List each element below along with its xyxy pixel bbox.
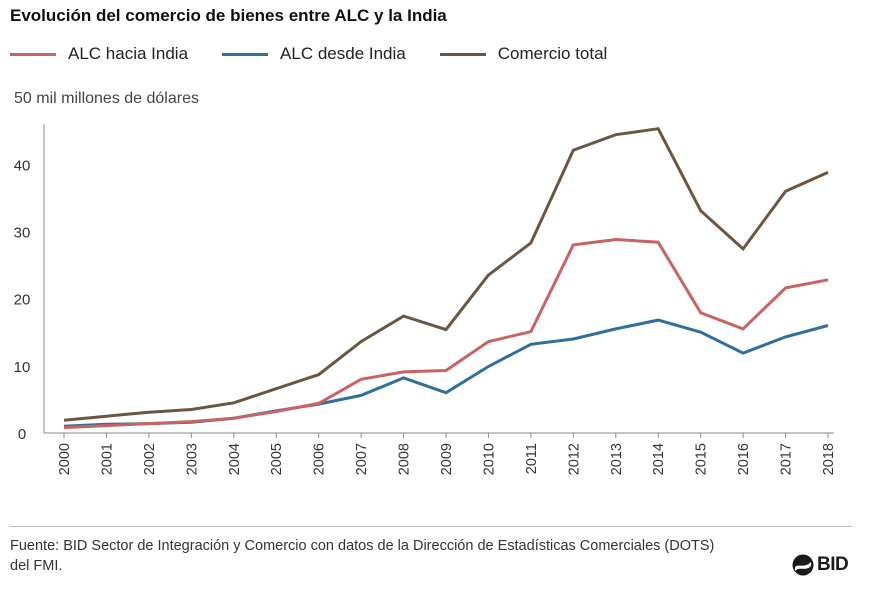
x-tick-label-2018: 2018 — [821, 443, 837, 475]
legend-swatch-alc-hacia-india — [10, 52, 56, 56]
series-line-alc-hacia-india — [63, 237, 829, 430]
x-tick-label-2000: 2000 — [57, 443, 73, 475]
x-tick-label-2012: 2012 — [566, 443, 582, 475]
legend-swatch-comercio-total — [439, 52, 486, 56]
chart-title: Evolución del comercio de bienes entre A… — [10, 6, 447, 25]
x-tick-label-2002: 2002 — [142, 443, 158, 475]
x-tick-label-2001: 2001 — [99, 443, 115, 475]
y-tick-label-20: 20 — [14, 292, 31, 309]
bid-logo: BID — [792, 554, 849, 576]
x-tick-label-2004: 2004 — [227, 443, 243, 475]
x-tick-label-2014: 2014 — [651, 443, 667, 475]
source-note: Fuente: BID Sector de Integración y Come… — [10, 538, 715, 574]
legend-item-comercio-total: Comercio total — [439, 44, 608, 64]
x-tick-label-2013: 2013 — [609, 443, 625, 475]
x-tick-label-2010: 2010 — [481, 443, 497, 475]
bid-logo-text: BID — [817, 554, 849, 575]
y-axis-unit-label: 50 mil millones de dólares — [14, 90, 199, 107]
y-tick-label-0: 0 — [18, 426, 26, 443]
x-tick-label-2007: 2007 — [354, 443, 370, 475]
x-tick-label-2009: 2009 — [439, 443, 455, 475]
y-tick-label-40: 40 — [14, 157, 31, 174]
bid-logo-icon — [792, 554, 814, 576]
x-tick-label-2003: 2003 — [184, 443, 200, 475]
x-tick-label-2017: 2017 — [779, 443, 795, 475]
legend-label-alc-hacia-india: ALC hacia India — [68, 44, 189, 63]
x-tick-label-2016: 2016 — [736, 443, 752, 475]
series-line-comercio-total — [63, 127, 829, 422]
x-tick-label-2015: 2015 — [694, 443, 710, 475]
legend: ALC hacia India ALC desde India Comercio… — [10, 44, 641, 64]
legend-label-alc-desde-india: ALC desde India — [280, 44, 406, 63]
x-tick-label-2006: 2006 — [312, 443, 328, 475]
x-tick-label-2005: 2005 — [269, 443, 285, 475]
y-tick-label-10: 10 — [14, 359, 31, 376]
x-tick-label-2011: 2011 — [524, 443, 540, 474]
legend-swatch-alc-desde-india — [222, 52, 269, 56]
legend-item-alc-desde-india: ALC desde India — [222, 44, 406, 64]
legend-label-comercio-total: Comercio total — [497, 44, 608, 63]
x-tick-label-2008: 2008 — [397, 443, 413, 475]
y-tick-label-30: 30 — [14, 224, 31, 241]
legend-item-alc-hacia-india: ALC hacia India — [10, 44, 188, 64]
footer-divider — [10, 526, 852, 527]
